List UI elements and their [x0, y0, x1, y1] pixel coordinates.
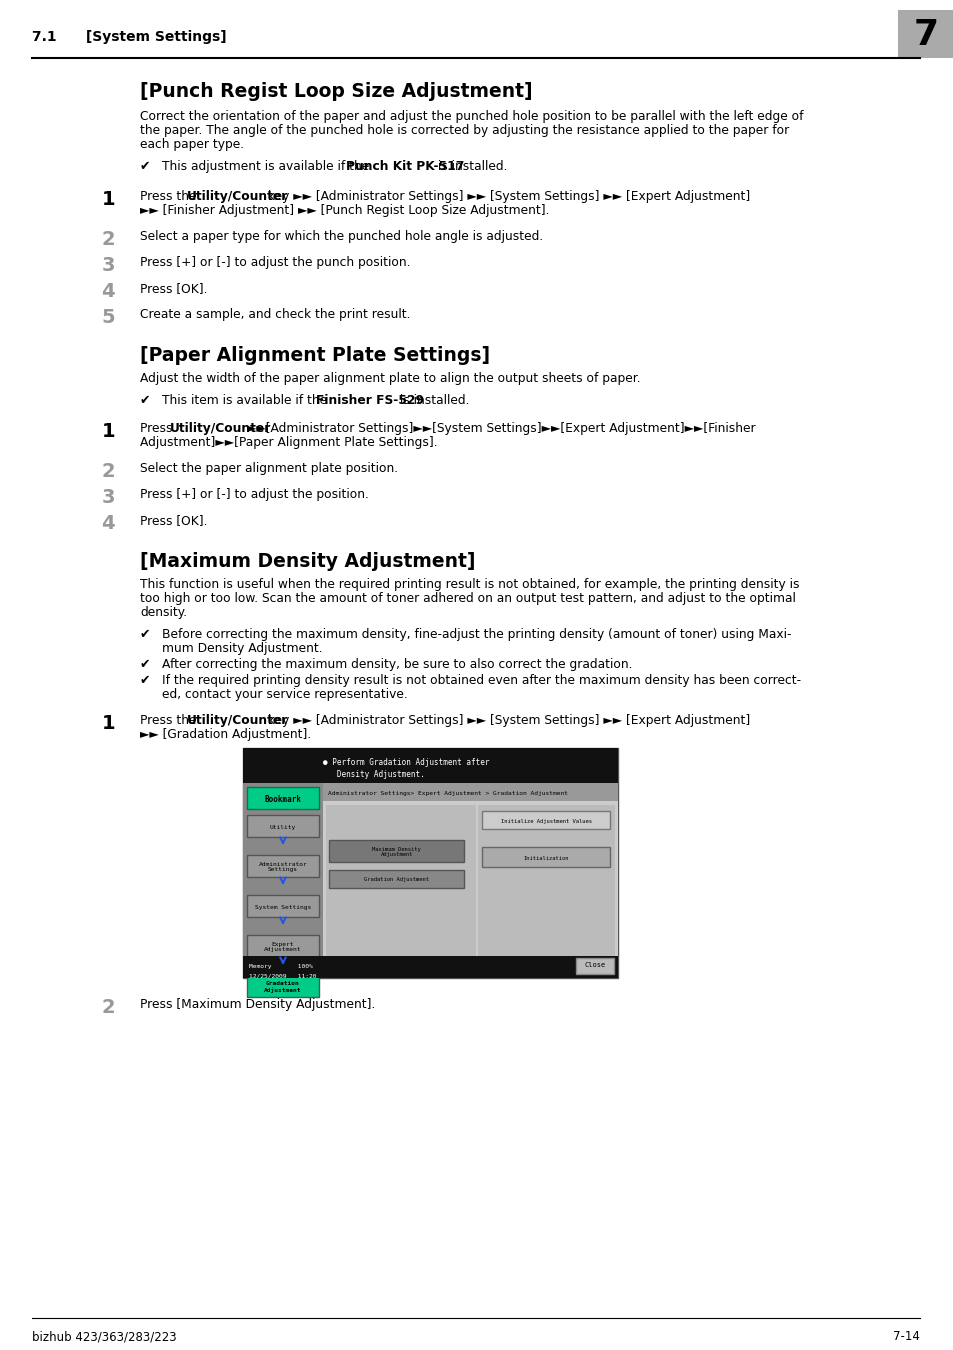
- Text: 4: 4: [101, 514, 115, 533]
- Text: 12/25/2009   11:20: 12/25/2009 11:20: [249, 973, 316, 977]
- Bar: [247, 787, 318, 809]
- Text: Finisher FS-529: Finisher FS-529: [315, 394, 423, 406]
- Text: ● Perform Gradation Adjustment after: ● Perform Gradation Adjustment after: [323, 757, 489, 767]
- Text: [Punch Regist Loop Size Adjustment]: [Punch Regist Loop Size Adjustment]: [140, 82, 532, 101]
- Text: mum Density Adjustment.: mum Density Adjustment.: [162, 643, 322, 655]
- Text: Utility/Counter: Utility/Counter: [170, 423, 271, 435]
- Bar: [576, 958, 614, 973]
- Text: 4: 4: [101, 282, 115, 301]
- Text: is installed.: is installed.: [395, 394, 469, 406]
- Text: Press [+] or [-] to adjust the position.: Press [+] or [-] to adjust the position.: [140, 487, 369, 501]
- Text: Select a paper type for which the punched hole angle is adjusted.: Select a paper type for which the punche…: [140, 230, 542, 243]
- Text: Select the paper alignment plate position.: Select the paper alignment plate positio…: [140, 462, 397, 475]
- Text: ed, contact your service representative.: ed, contact your service representative.: [162, 688, 407, 701]
- Text: Utility: Utility: [270, 825, 295, 829]
- Bar: [482, 811, 609, 829]
- Text: 1: 1: [101, 423, 115, 441]
- Text: Gradation
Adjustment: Gradation Adjustment: [264, 981, 301, 994]
- Text: Press [OK].: Press [OK].: [140, 282, 208, 296]
- Text: [Paper Alignment Plate Settings]: [Paper Alignment Plate Settings]: [140, 346, 490, 365]
- Text: Adjustment]►►[Paper Alignment Plate Settings].: Adjustment]►►[Paper Alignment Plate Sett…: [140, 436, 437, 450]
- Text: 1: 1: [101, 714, 115, 733]
- Text: 2: 2: [101, 462, 115, 481]
- Text: key ►► [Administrator Settings] ►► [System Settings] ►► [Expert Adjustment]: key ►► [Administrator Settings] ►► [Syst…: [264, 190, 749, 202]
- Bar: [897, 9, 953, 58]
- Bar: [247, 895, 318, 917]
- Bar: [323, 783, 618, 801]
- Bar: [243, 748, 618, 977]
- Text: 7: 7: [912, 18, 938, 53]
- Text: Utility/Counter: Utility/Counter: [187, 714, 288, 728]
- Text: Initialization: Initialization: [523, 856, 568, 860]
- Text: bizhub 423/363/283/223: bizhub 423/363/283/223: [32, 1330, 176, 1343]
- Text: This adjustment is available if the: This adjustment is available if the: [162, 161, 373, 173]
- Text: Adjust the width of the paper alignment plate to align the output sheets of pape: Adjust the width of the paper alignment …: [140, 373, 640, 385]
- Text: Close: Close: [584, 963, 605, 968]
- Bar: [247, 855, 318, 878]
- Text: ✔: ✔: [140, 628, 151, 641]
- Bar: [323, 783, 618, 977]
- Text: This item is available if the: This item is available if the: [162, 394, 331, 406]
- Text: Press the: Press the: [140, 714, 200, 728]
- Text: If the required printing density result is not obtained even after the maximum d: If the required printing density result …: [162, 674, 801, 687]
- Text: Administrator Settings> Expert Adjustment > Gradation Adjustment: Administrator Settings> Expert Adjustmen…: [328, 791, 567, 795]
- Text: ✔: ✔: [140, 161, 151, 173]
- Text: Density Adjustment.: Density Adjustment.: [323, 769, 424, 779]
- Text: Press the: Press the: [140, 190, 200, 202]
- Text: System Settings: System Settings: [254, 904, 311, 910]
- Text: Gradation Adjustment: Gradation Adjustment: [364, 878, 429, 883]
- Text: Bookmark: Bookmark: [264, 795, 301, 803]
- Text: ✔: ✔: [140, 657, 151, 671]
- Text: 2: 2: [101, 998, 115, 1017]
- Bar: [477, 805, 615, 956]
- Text: 2: 2: [101, 230, 115, 248]
- Text: 3: 3: [101, 256, 115, 275]
- Text: 7.1      [System Settings]: 7.1 [System Settings]: [32, 30, 227, 45]
- Text: density.: density.: [140, 606, 187, 620]
- Text: ►► [Gradation Adjustment].: ►► [Gradation Adjustment].: [140, 728, 311, 741]
- Text: Punch Kit PK-517: Punch Kit PK-517: [346, 161, 464, 173]
- Text: Initialize Adjustment Values: Initialize Adjustment Values: [500, 818, 591, 824]
- Text: Correct the orientation of the paper and adjust the punched hole position to be : Correct the orientation of the paper and…: [140, 109, 802, 123]
- Text: ✔: ✔: [140, 394, 151, 406]
- Text: After correcting the maximum density, be sure to also correct the gradation.: After correcting the maximum density, be…: [162, 657, 632, 671]
- Text: Maximum Density
Adjustment: Maximum Density Adjustment: [372, 846, 420, 857]
- Text: the paper. The angle of the punched hole is corrected by adjusting the resistanc: the paper. The angle of the punched hole…: [140, 124, 788, 136]
- Text: ►► [Finisher Adjustment] ►► [Punch Regist Loop Size Adjustment].: ►► [Finisher Adjustment] ►► [Punch Regis…: [140, 204, 549, 217]
- Bar: [247, 936, 318, 957]
- Text: is installed.: is installed.: [434, 161, 507, 173]
- Bar: [243, 783, 323, 977]
- Text: ✔: ✔: [140, 674, 151, 687]
- Text: 7-14: 7-14: [892, 1330, 919, 1343]
- Text: 1: 1: [101, 190, 115, 209]
- Text: Utility/Counter: Utility/Counter: [187, 190, 288, 202]
- Text: Press [OK].: Press [OK].: [140, 514, 208, 526]
- Bar: [247, 975, 318, 998]
- Bar: [247, 815, 318, 837]
- Text: key ►► [Administrator Settings] ►► [System Settings] ►► [Expert Adjustment]: key ►► [Administrator Settings] ►► [Syst…: [264, 714, 749, 728]
- Text: ►►[Administrator Settings]►►[System Settings]►►[Expert Adjustment]►►[Finisher: ►►[Administrator Settings]►►[System Sett…: [247, 423, 755, 435]
- Text: Administrator
Settings: Administrator Settings: [258, 861, 307, 872]
- Text: Press [+] or [-] to adjust the punch position.: Press [+] or [-] to adjust the punch pos…: [140, 256, 410, 269]
- Text: 5: 5: [101, 308, 115, 327]
- Text: [Maximum Density Adjustment]: [Maximum Density Adjustment]: [140, 552, 475, 571]
- Text: Press [Maximum Density Adjustment].: Press [Maximum Density Adjustment].: [140, 998, 375, 1011]
- Text: Create a sample, and check the print result.: Create a sample, and check the print res…: [140, 308, 410, 321]
- Text: Memory       100%: Memory 100%: [249, 964, 313, 969]
- Text: too high or too low. Scan the amount of toner adhered on an output test pattern,: too high or too low. Scan the amount of …: [140, 593, 795, 605]
- Bar: [326, 805, 476, 956]
- Bar: [482, 846, 609, 867]
- Text: Expert
Adjustment: Expert Adjustment: [264, 941, 301, 952]
- Text: Press: Press: [140, 423, 176, 435]
- Text: Before correcting the maximum density, fine-adjust the printing density (amount : Before correcting the maximum density, f…: [162, 628, 791, 641]
- Text: This function is useful when the required printing result is not obtained, for e: This function is useful when the require…: [140, 578, 799, 591]
- Text: 3: 3: [101, 487, 115, 508]
- Bar: [329, 869, 464, 888]
- Bar: [243, 748, 618, 783]
- Bar: [329, 840, 464, 863]
- Bar: [243, 956, 618, 977]
- Text: each paper type.: each paper type.: [140, 138, 244, 151]
